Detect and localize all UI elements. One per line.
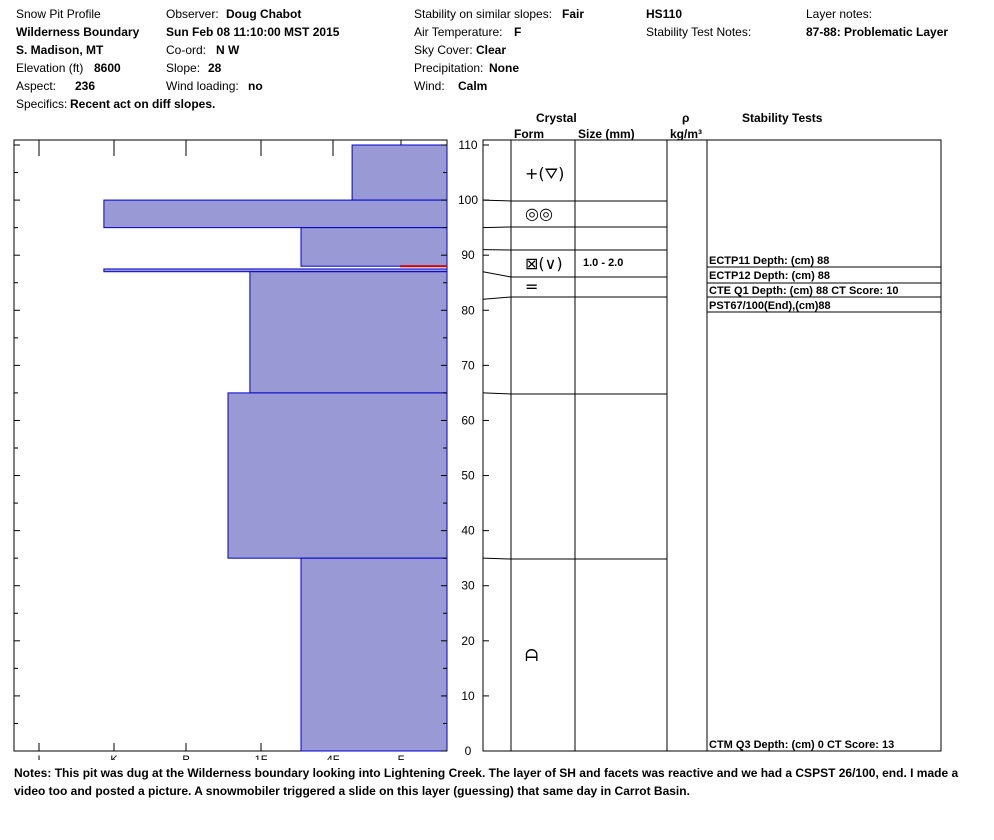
layer-connector bbox=[482, 226, 512, 229]
hardness-layer bbox=[103, 199, 448, 229]
hardness-tick-label: F bbox=[398, 754, 405, 760]
wind-loading-label: Wind loading: bbox=[166, 79, 239, 93]
stability-value: Fair bbox=[562, 7, 585, 21]
notes-label: Notes: bbox=[14, 766, 52, 780]
coord-value: N W bbox=[216, 43, 240, 57]
hardness-layer bbox=[351, 144, 448, 201]
depth-tick-label: 30 bbox=[461, 579, 475, 593]
precipitation-label: Precipitation: bbox=[414, 61, 484, 75]
depth-tick-label: 70 bbox=[461, 358, 475, 372]
specifics-value: Recent act on diff slopes. bbox=[70, 97, 216, 111]
air-temp-label: Air Temperature: bbox=[414, 25, 503, 39]
depth-tick-label: 80 bbox=[461, 303, 475, 317]
aspect-value: 236 bbox=[75, 79, 96, 93]
notes-text: This pit was dug at the Wilderness bound… bbox=[14, 766, 959, 798]
depth-tick-label: 90 bbox=[461, 248, 475, 262]
observation-datetime: Sun Feb 08 11:10:00 MST 2015 bbox=[166, 25, 340, 39]
wind-label: Wind: bbox=[414, 79, 445, 93]
depth-tick-label: 20 bbox=[461, 634, 475, 648]
crystal-table: ECTP11 Depth: (cm) 88 ECTP12 Depth: (cm) … bbox=[482, 139, 942, 752]
air-temp-value: F bbox=[514, 25, 522, 39]
stability-label: Stability on similar slopes: bbox=[414, 7, 553, 21]
region-name: S. Madison, MT bbox=[16, 43, 104, 57]
crystal-form-symbol: ᗩ bbox=[525, 646, 538, 665]
layer-connector bbox=[482, 296, 512, 300]
wind-loading-value: no bbox=[248, 79, 263, 93]
hardness-layer bbox=[300, 227, 448, 267]
crystal-header: Crystal bbox=[536, 111, 577, 125]
slope-label: Slope: bbox=[166, 61, 201, 75]
depth-tick-label: 110 bbox=[458, 138, 477, 152]
elevation-value: 8600 bbox=[94, 61, 121, 75]
crystal-size-label: 1.0 - 2.0 bbox=[583, 257, 623, 269]
hardness-layer bbox=[249, 271, 448, 394]
coord-label: Co-ord: bbox=[166, 43, 207, 57]
depth-tick-label: 50 bbox=[461, 469, 475, 483]
layer-notes-value: 87-88: Problematic Layer bbox=[806, 25, 949, 39]
depth-axis: 0 10 20 30 40 50 60 70 80 90 100 110 bbox=[14, 138, 489, 758]
crystal-form-symbol: ⊠(∨) bbox=[525, 254, 563, 273]
crystal-labels: +(⛛) ◎◎ ⊠(∨) 1.0 - 2.0 = ᗩ bbox=[525, 164, 623, 665]
specifics-label: Specifics: bbox=[16, 97, 68, 111]
aspect-label: Aspect: bbox=[16, 79, 57, 93]
layer-connector bbox=[482, 557, 512, 560]
size-header: Size (mm) bbox=[578, 127, 635, 141]
pit-title: Snow Pit Profile bbox=[16, 7, 101, 21]
stability-test-entry: CTE Q1 Depth: (cm) 88 CT Score: 10 bbox=[709, 285, 899, 297]
stability-test-entry: ECTP11 Depth: (cm) 88 bbox=[709, 255, 829, 267]
depth-tick-label: 10 bbox=[461, 689, 475, 703]
slope-value: 28 bbox=[208, 61, 222, 75]
stability-test-entry: PST67/100(End),(cm)88 bbox=[709, 300, 831, 312]
crystal-form-symbol: = bbox=[525, 277, 538, 296]
stability-test-entry: ECTP12 Depth: (cm) 88 bbox=[709, 270, 830, 282]
hardness-tick-label: 4F bbox=[327, 754, 340, 760]
stability-test-notes-label: Stability Test Notes: bbox=[646, 25, 752, 39]
hardness-tick-label: P bbox=[182, 754, 189, 760]
hardness-tick-label: K bbox=[110, 754, 118, 760]
sky-cover-label: Sky Cover: bbox=[414, 43, 473, 57]
layer-connector bbox=[482, 271, 512, 278]
crystal-form-symbol: +(⛛) bbox=[525, 164, 564, 183]
depth-tick-label: 60 bbox=[461, 413, 475, 427]
snow-profile-chart: I K P 1F 4F F ECTP11 Depth: (cm) 88 ECTP12 Dep… bbox=[13, 138, 942, 760]
observer-value: Doug Chabot bbox=[226, 7, 302, 21]
wind-value: Calm bbox=[458, 79, 488, 93]
hardness-tick-label: I bbox=[37, 754, 40, 760]
elevation-label: Elevation (ft) bbox=[16, 61, 84, 75]
hardness-layer bbox=[227, 392, 448, 559]
crystal-form-symbol: ◎◎ bbox=[525, 204, 553, 223]
density-symbol-header: ρ bbox=[682, 111, 690, 125]
form-header: Form bbox=[514, 127, 544, 141]
depth-tick-label: 100 bbox=[458, 193, 478, 207]
location-name: Wilderness Boundary bbox=[16, 25, 140, 39]
hardness-tick-label: 1F bbox=[255, 754, 268, 760]
precipitation-value: None bbox=[489, 61, 519, 75]
stability-test-entry: CTM Q3 Depth: (cm) 0 CT Score: 13 bbox=[709, 739, 894, 751]
stability-tests-header: Stability Tests bbox=[742, 111, 823, 125]
table-frame bbox=[482, 139, 942, 752]
total-snow-height: HS110 bbox=[646, 7, 683, 21]
layer-connector bbox=[482, 392, 512, 395]
sky-cover-value: Clear bbox=[476, 43, 507, 57]
layer-notes-label: Layer notes: bbox=[806, 7, 873, 21]
depth-tick-label: 0 bbox=[465, 744, 472, 758]
hardness-layer bbox=[300, 557, 448, 752]
hardness-layers bbox=[103, 144, 448, 752]
depth-tick-label: 40 bbox=[461, 524, 475, 538]
observer-label: Observer: bbox=[166, 7, 219, 21]
notes-block: Notes: This pit was dug at the Wildernes… bbox=[14, 764, 964, 800]
density-unit-header: kg/m³ bbox=[670, 127, 703, 141]
